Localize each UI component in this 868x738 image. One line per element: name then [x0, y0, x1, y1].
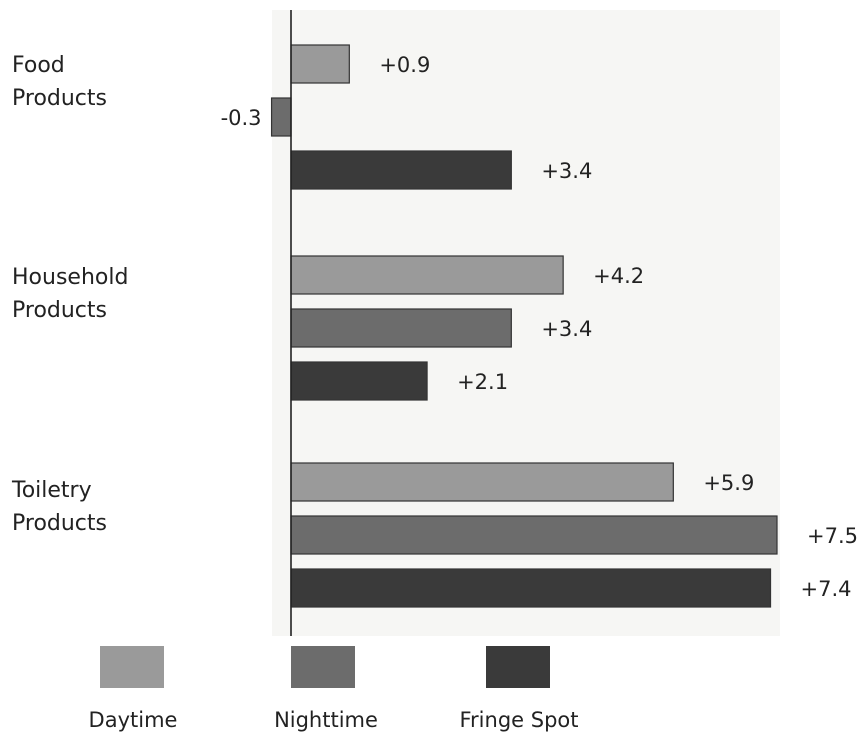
category-label-2-line-0: Toiletry [11, 478, 92, 503]
legend-swatch-daytime [100, 646, 164, 688]
bar-nighttime-1 [290, 308, 512, 348]
bar-daytime-1 [290, 255, 564, 295]
bar-fringe-spot-1 [290, 361, 428, 401]
category-label-1-line-0: Household [12, 265, 128, 290]
bar-fringe-spot-0 [290, 150, 512, 190]
value-label-nighttime-2: +7.5 [807, 524, 858, 548]
value-label-fringe-spot-1: +2.1 [457, 370, 508, 394]
category-label-0-line-1: Products [12, 86, 107, 111]
bar-nighttime-0 [270, 97, 292, 137]
bar-fringe-spot-2 [290, 568, 772, 608]
bars-group [270, 44, 778, 608]
category-label-0-line-0: Food [12, 53, 65, 78]
legend-label-fringe-spot: Fringe Spot [460, 708, 579, 732]
legend-swatch-fringe-spot [486, 646, 550, 688]
legend: Daytime Nighttime Fringe Spot [89, 646, 579, 732]
value-label-daytime-1: +4.2 [593, 264, 644, 288]
bar-daytime-2 [290, 462, 674, 502]
value-labels-group: +0.9 -0.3 +3.4 +4.2 +3.4 +2.1 +5.9 +7.5 +7.4 [221, 53, 858, 601]
bar-nighttime-2 [290, 515, 778, 555]
value-label-nighttime-0: -0.3 [221, 106, 262, 130]
legend-label-nighttime: Nighttime [274, 708, 378, 732]
category-label-2-line-1: Products [12, 511, 107, 536]
value-label-daytime-0: +0.9 [379, 53, 430, 77]
bar-daytime-0 [290, 44, 350, 84]
value-label-daytime-2: +5.9 [703, 471, 754, 495]
category-label-1-line-1: Products [12, 298, 107, 323]
value-label-fringe-spot-0: +3.4 [541, 159, 592, 183]
legend-swatch-nighttime [291, 646, 355, 688]
legend-label-daytime: Daytime [89, 708, 178, 732]
value-label-nighttime-1: +3.4 [541, 317, 592, 341]
value-label-fringe-spot-2: +7.4 [801, 577, 852, 601]
category-labels-group: Food Products Household Products Toiletry Pro… [11, 53, 128, 536]
